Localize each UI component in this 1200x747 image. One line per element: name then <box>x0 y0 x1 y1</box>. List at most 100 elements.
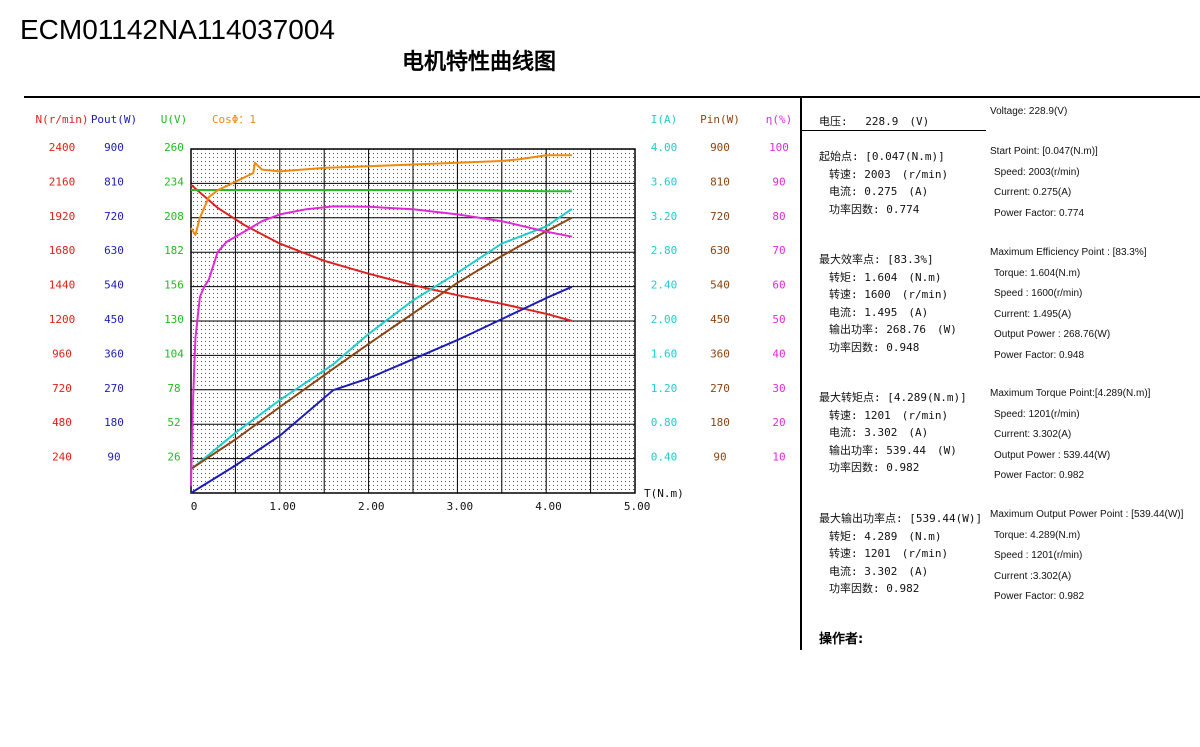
max-output-power-cn-line: 转矩: 4.289 (N.m) <box>829 529 942 543</box>
tick-label-u: 78 <box>167 382 180 395</box>
voltage-en: Voltage: 228.9(V) <box>990 106 1068 117</box>
max-torque-cn-line: 功率因数: 0.982 <box>829 461 920 474</box>
tick-label-eff: 10 <box>772 451 785 464</box>
max-efficiency-cn-line: 电流: 1.495 (A) <box>829 305 929 319</box>
tick-label-i: 4.00 <box>651 141 678 154</box>
max-output-power-en-line: Torque: 4.289(N.m) <box>994 529 1081 541</box>
x-tick-label: 3.00 <box>447 500 474 513</box>
max-torque-cn-line: 转速: 1201 (r/min) <box>829 408 949 422</box>
start-point-en-line: Start Point: [0.047(N.m)] <box>990 146 1098 157</box>
max-efficiency-en-line: Current: 1.495(A) <box>994 308 1072 320</box>
tick-label-i: 0.80 <box>651 416 678 429</box>
tick-label-n: 1680 <box>49 244 76 257</box>
tick-label-i: 2.40 <box>651 279 678 292</box>
tick-label-pin: 900 <box>710 141 730 154</box>
tick-label-n: 1920 <box>49 210 76 223</box>
tick-label-pin: 270 <box>710 382 730 395</box>
max-efficiency-cn-line: 转矩: 1.604 (N.m) <box>829 270 942 284</box>
max-output-power-en-line: Maximum Output Power Point : [539.44(W)] <box>990 509 1184 520</box>
series-line-pout <box>190 285 573 494</box>
document-id: ECM01142NA114037004 <box>20 14 335 45</box>
tick-label-i: 0.40 <box>651 451 678 464</box>
chart-title: 电机特性曲线图 <box>402 50 557 75</box>
tick-label-u: 260 <box>164 141 184 154</box>
tick-label-n: 720 <box>52 382 72 395</box>
max-efficiency-en-line: Speed : 1600(r/min) <box>994 288 1083 299</box>
tick-label-pout: 180 <box>104 416 124 429</box>
tick-label-eff: 40 <box>772 347 785 360</box>
max-efficiency-cn-line: 转速: 1600 (r/min) <box>829 288 949 301</box>
start-point-en-line: Speed: 2003(r/min) <box>994 166 1080 178</box>
x-tick-label: 2.00 <box>358 500 385 513</box>
max-torque-en-line: Speed: 1201(r/min) <box>994 408 1080 420</box>
start-point-en-line: Power Factor: 0.774 <box>994 207 1085 219</box>
max-efficiency-cn-line: 功率因数: 0.948 <box>829 340 920 354</box>
start-point-en-line: Current: 0.275(A) <box>994 187 1072 198</box>
max-torque-cn-line: 电流: 3.302 (A) <box>829 426 929 439</box>
tick-label-i: 3.20 <box>651 210 678 223</box>
tick-label-pin: 540 <box>710 279 730 292</box>
tick-label-n: 1440 <box>49 279 76 292</box>
tick-label-pin: 180 <box>710 416 730 429</box>
operator-label: 操作者: <box>819 632 864 647</box>
tick-label-pout: 450 <box>104 313 124 326</box>
axis-header-u: U(V) <box>161 113 188 126</box>
tick-label-eff: 60 <box>772 279 785 292</box>
tick-label-i: 2.80 <box>651 244 678 257</box>
max-output-power-en-line: Power Factor: 0.982 <box>994 591 1085 602</box>
tick-label-pin: 360 <box>710 347 730 360</box>
tick-label-pout: 360 <box>104 347 124 360</box>
tick-label-pin: 90 <box>713 451 726 464</box>
max-torque-en-line: Current: 3.302(A) <box>994 429 1072 440</box>
tick-label-pout: 540 <box>104 279 124 292</box>
tick-label-n: 1200 <box>49 313 76 326</box>
start-point-cn-line: 功率因数: 0.774 <box>829 202 920 216</box>
series-line-eff <box>190 205 573 487</box>
axis-header-pin: Pin(W) <box>700 113 740 126</box>
series-line-i <box>190 208 573 471</box>
max-torque-cn-line: 输出功率: 539.44 (W) <box>829 443 957 457</box>
max-efficiency-en-line: Torque: 1.604(N.m) <box>994 267 1081 279</box>
tick-label-i: 2.00 <box>651 313 678 326</box>
max-torque-en-line: Power Factor: 0.982 <box>994 470 1085 481</box>
tick-label-eff: 50 <box>772 313 785 326</box>
tick-label-u: 130 <box>164 313 184 326</box>
tick-label-pout: 810 <box>104 175 124 188</box>
tick-label-pout: 900 <box>104 141 124 154</box>
max-torque-cn-line: 最大转矩点: [4.289(N.m)] <box>819 391 967 404</box>
tick-label-u: 26 <box>167 451 180 464</box>
tick-label-eff: 30 <box>772 382 785 395</box>
tick-label-pin: 810 <box>710 175 730 188</box>
tick-label-pout: 270 <box>104 382 124 395</box>
tick-label-u: 52 <box>167 416 180 429</box>
max-output-power-en-line: Speed : 1201(r/min) <box>994 550 1083 561</box>
x-tick-label: 1.00 <box>269 500 296 513</box>
grid-lines <box>191 149 635 493</box>
series-line-n <box>190 184 573 322</box>
x-tick-label: 4.00 <box>535 500 562 513</box>
tick-label-pout: 630 <box>104 244 124 257</box>
series-line-cos <box>190 154 572 236</box>
series-line-pin <box>190 216 573 470</box>
x-tick-labels: 0 1.00 2.00 3.00 4.00 5.00 <box>191 500 651 513</box>
tick-label-i: 1.60 <box>651 347 678 360</box>
motor-characteristic-chart: N(r/min) Pout(W) U(V) CosΦ：1 I(A) Pin(W) η(%) … <box>36 113 793 513</box>
plot-frame <box>190 148 636 494</box>
tick-label-n: 960 <box>52 347 72 360</box>
series-line-u <box>191 189 572 193</box>
start-point-cn-line: 转速: 2003 (r/min) <box>829 167 949 181</box>
axis-tick-labels: 240 480 720 960 1200 1440 1680 1920 2160 2400 90 18… <box>49 141 789 464</box>
tick-label-pin: 630 <box>710 244 730 257</box>
tick-label-pout: 90 <box>107 451 120 464</box>
tick-label-u: 104 <box>164 347 184 360</box>
panel-divider <box>800 98 802 650</box>
top-rule <box>24 96 1200 98</box>
tick-label-u: 156 <box>164 279 184 292</box>
max-torque-en-line: Output Power : 539.44(W) <box>994 449 1111 461</box>
start-point-cn-line: 起始点: [0.047(N.m)] <box>819 150 945 163</box>
max-torque-en-line: Maximum Torque Point:[4.289(N.m)] <box>990 388 1151 399</box>
max-efficiency-cn-line: 最大效率点: [83.3%] <box>819 253 934 266</box>
tick-label-eff: 80 <box>772 210 785 223</box>
tick-label-eff: 20 <box>772 416 785 429</box>
tick-label-eff: 70 <box>772 244 785 257</box>
